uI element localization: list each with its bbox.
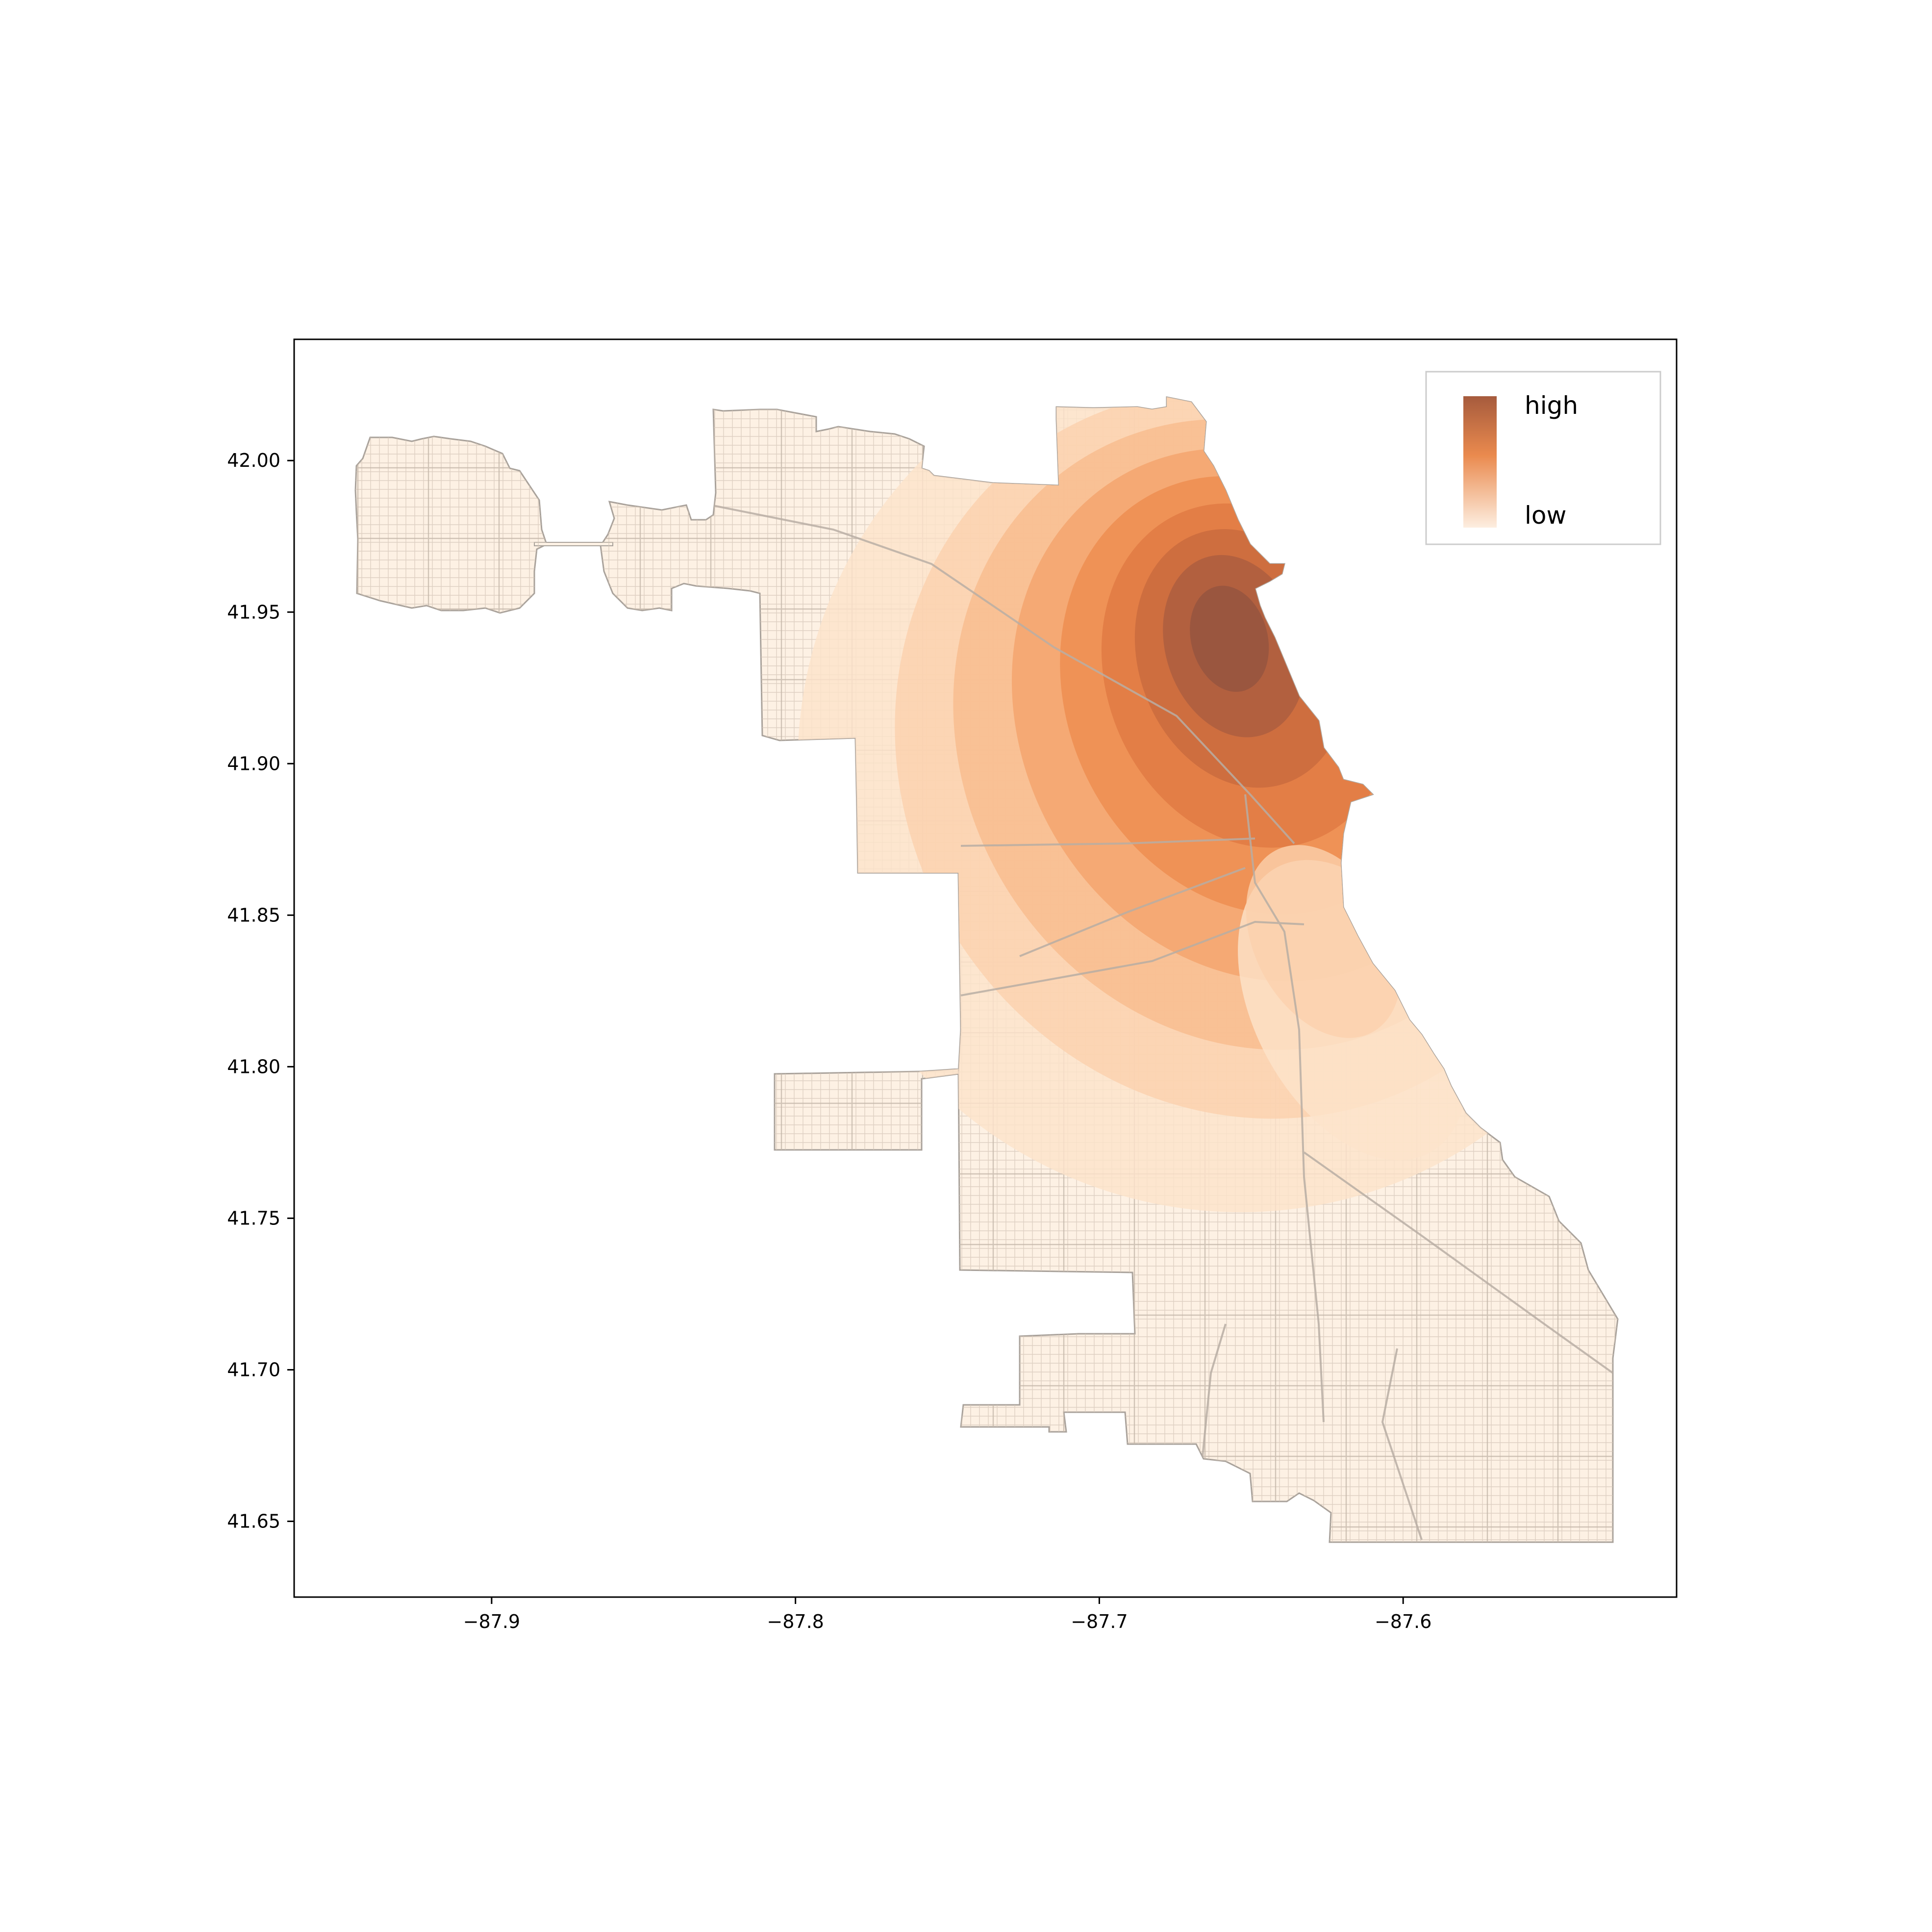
y-tick-label: 41.85 bbox=[227, 904, 280, 926]
x-tick-label: −87.6 bbox=[1375, 1611, 1431, 1632]
major-road bbox=[960, 920, 1305, 996]
major-road bbox=[1244, 794, 1325, 1423]
y-tick-label: 41.65 bbox=[227, 1510, 280, 1532]
major-road bbox=[1381, 1348, 1423, 1540]
axes-frame bbox=[293, 338, 1678, 1598]
legend-low-label: low bbox=[1525, 501, 1566, 530]
y-tick-label: 41.80 bbox=[227, 1056, 280, 1077]
legend: high low bbox=[1425, 371, 1661, 545]
major-road bbox=[960, 838, 1255, 847]
major-road bbox=[1200, 1323, 1227, 1472]
x-tick-label: −87.8 bbox=[767, 1611, 824, 1632]
major-road bbox=[1303, 1151, 1614, 1374]
major-roads bbox=[710, 504, 1614, 1540]
x-axis: −87.9 −87.8 −87.7 −87.6 bbox=[463, 1597, 1431, 1632]
y-tick-label: 41.95 bbox=[227, 601, 280, 623]
y-axis: 42.00 41.95 41.90 41.85 41.80 41.75 41.70 41.65 bbox=[227, 450, 294, 1532]
x-tick-label: −87.9 bbox=[463, 1611, 520, 1632]
ohare-connector bbox=[534, 542, 613, 546]
y-tick-label: 42.00 bbox=[227, 450, 280, 471]
major-road bbox=[1019, 867, 1246, 957]
legend-colorbar bbox=[1463, 396, 1497, 528]
y-tick-label: 41.75 bbox=[227, 1207, 280, 1229]
y-tick-label: 41.70 bbox=[227, 1359, 280, 1380]
major-road-group bbox=[710, 504, 1614, 1540]
major-road bbox=[710, 504, 1295, 844]
y-tick-label: 41.90 bbox=[227, 753, 280, 774]
legend-high-label: high bbox=[1525, 391, 1578, 420]
density-level-9 bbox=[1190, 585, 1269, 692]
x-tick-label: −87.7 bbox=[1071, 1611, 1128, 1632]
